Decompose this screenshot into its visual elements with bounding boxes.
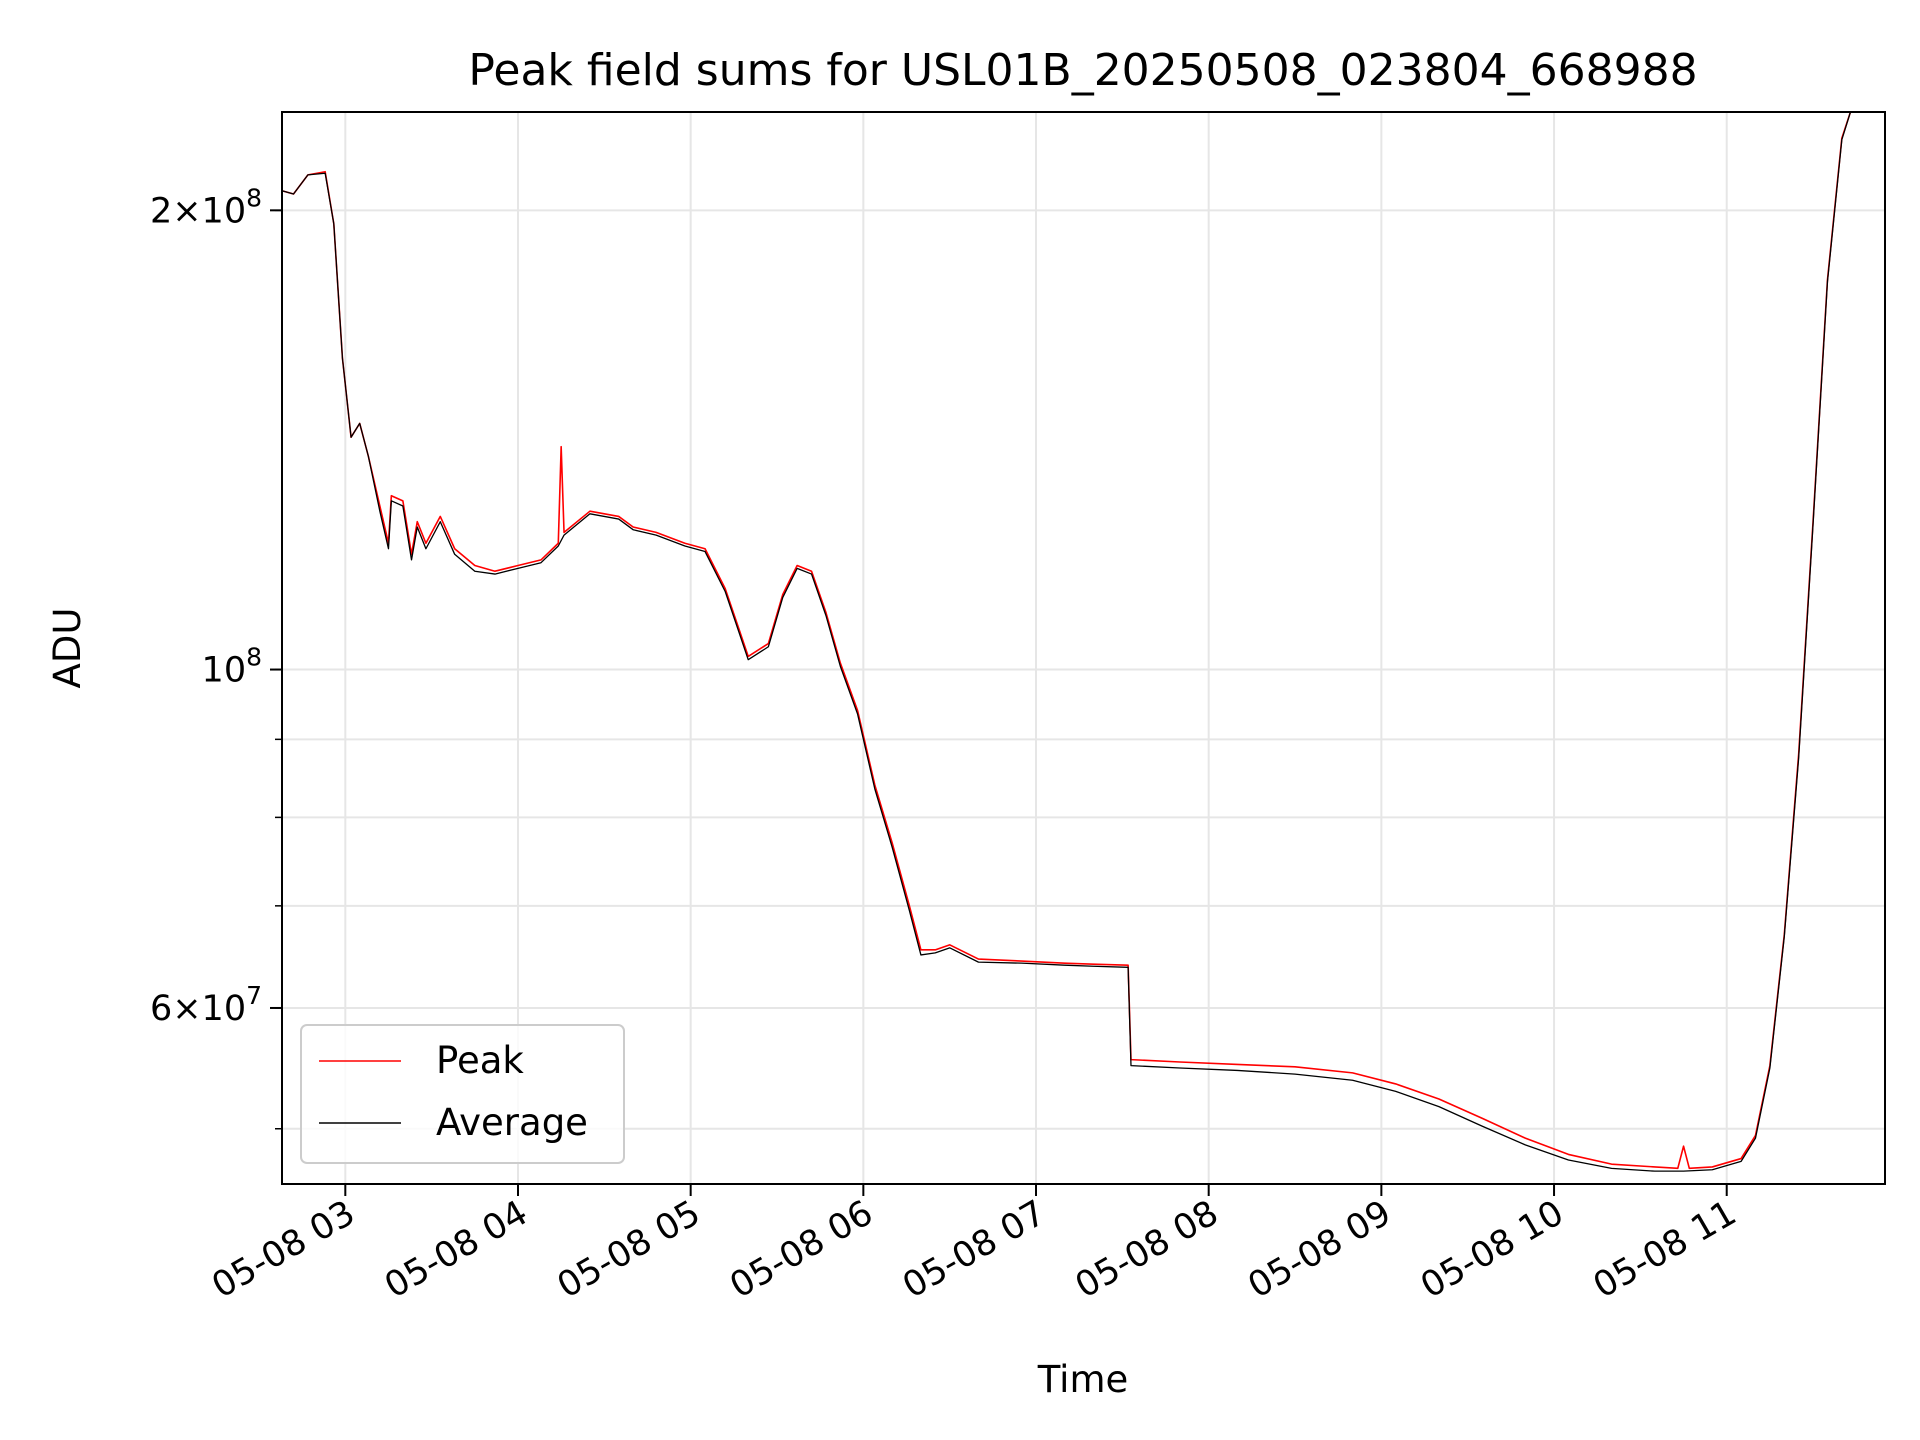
y-axis-label: ADU: [46, 608, 89, 689]
series-layer: [281, 111, 1852, 1172]
plot-frame: [281, 111, 1886, 1185]
y-tick-label: 108: [202, 643, 262, 691]
grid: [282, 112, 1885, 1184]
y-tick-label: 2×108: [150, 183, 262, 231]
series-line-average: [281, 111, 1852, 1172]
chart-title: Peak field sums for USL01B_20250508_0238…: [468, 45, 1697, 96]
legend-average-label: Average: [436, 1101, 588, 1144]
legend-box: [300, 1024, 625, 1164]
series-line-peak: [281, 111, 1852, 1170]
y-axis: 2×108 108 6×107: [150, 183, 282, 1130]
x-axis-label: Time: [1037, 1358, 1129, 1401]
y-tick-label: 6×107: [150, 981, 262, 1029]
legend-peak-label: Peak: [436, 1039, 524, 1082]
legend: Peak Average: [300, 1024, 625, 1164]
